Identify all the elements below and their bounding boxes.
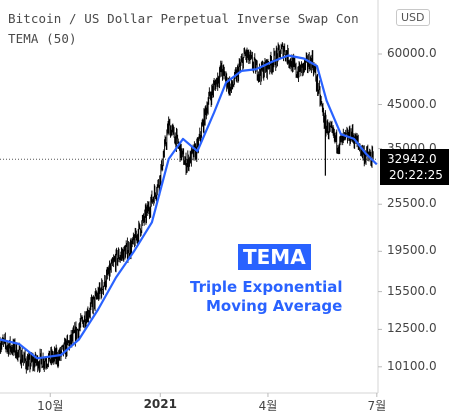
annotation-line-2: Moving Average [206, 297, 343, 315]
time-axis-label: 4월 [258, 399, 278, 413]
bar-countdown: 20:22:25 [389, 168, 443, 183]
price-axis-label: 12500.0 [387, 321, 437, 336]
time-axis-label: 2021 [143, 397, 177, 411]
price-axis-ticks [378, 53, 382, 368]
currency-badge[interactable]: USD [396, 9, 430, 26]
price-axis-label: 19500.0 [387, 243, 437, 258]
price-axis-label: 25500.0 [387, 196, 437, 211]
symbol-title[interactable]: Bitcoin / US Dollar Perpetual Inverse Sw… [8, 11, 359, 26]
price-axis-label: 10100.0 [387, 358, 437, 373]
time-axis-ticks [49, 393, 378, 397]
last-price-value: 32942.0 [387, 152, 437, 167]
price-axis-label: 15500.0 [387, 283, 437, 298]
indicator-legend[interactable]: TEMA (50) [8, 31, 77, 46]
price-axis-label: 60000.0 [387, 46, 437, 60]
annotation-title: TEMA [238, 244, 311, 270]
candle-series [0, 42, 374, 374]
tema-line [0, 54, 378, 360]
time-axis-label: 7월 [367, 399, 387, 413]
last-price-tag: 32942.0 20:22:25 [380, 149, 449, 186]
time-axis-label: 10월 [37, 399, 64, 413]
price-axis-label: 45000.0 [387, 96, 437, 111]
annotation-line-1: Triple Exponential [190, 278, 343, 296]
